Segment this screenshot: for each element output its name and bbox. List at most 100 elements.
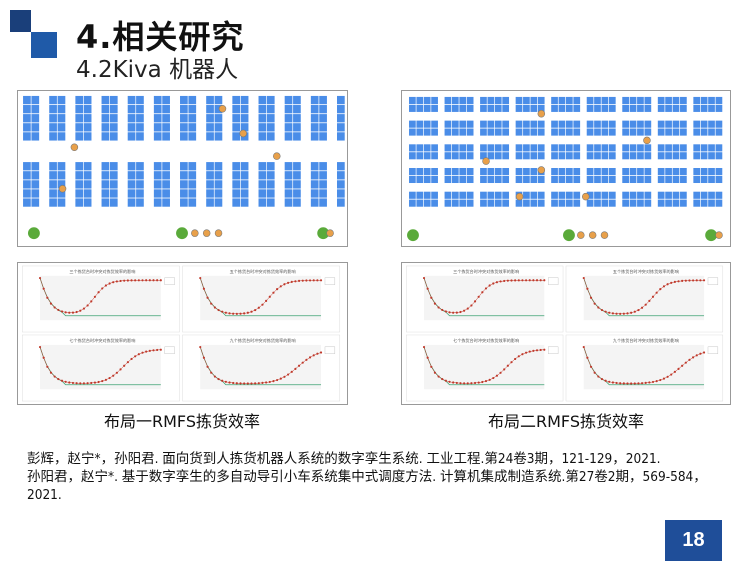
rack-cell [715, 168, 723, 176]
rack-cell [551, 128, 558, 136]
rack-cell [594, 175, 601, 184]
rack-cell [680, 144, 687, 152]
rack-cell [459, 152, 467, 160]
rack-cell [693, 199, 701, 207]
rack-cell [566, 128, 573, 136]
rack-cell [537, 152, 545, 160]
rack-cell [23, 95, 31, 105]
rack-cell [608, 152, 616, 160]
red-series-point [297, 364, 301, 367]
rack-cell [423, 120, 431, 128]
red-series-point [452, 311, 455, 314]
rack-cell [558, 144, 566, 152]
red-series-point [75, 382, 78, 385]
rack-cell [494, 120, 502, 128]
red-series-point [202, 356, 205, 359]
rack-cell [101, 162, 110, 171]
chart-title: 九个拣货台时冲突对拣货效率的影响 [613, 337, 679, 343]
red-series-point [681, 279, 684, 282]
rack-cell [657, 144, 665, 152]
red-series-point [221, 379, 224, 382]
rack-cell [444, 96, 452, 105]
rack-cell [594, 191, 601, 199]
rack-cell [258, 171, 267, 180]
rack-cell [515, 152, 523, 160]
rack-cell [232, 162, 241, 171]
red-series-point [123, 279, 126, 282]
rack-cell [480, 191, 487, 199]
robot-icon [273, 152, 281, 160]
rack-cell [23, 132, 31, 141]
red-series-point [312, 279, 315, 282]
rack-cell [310, 123, 319, 132]
rack-cell [480, 168, 487, 176]
rack-cell [57, 189, 66, 198]
rack-cell [337, 105, 345, 114]
rack-cell [657, 128, 665, 136]
red-series-point [90, 381, 93, 385]
red-series-point [532, 279, 535, 282]
rack-cell [431, 152, 438, 160]
rack-cell [451, 175, 459, 184]
rack-cell [101, 95, 110, 105]
red-series-point [543, 279, 546, 282]
rack-cell [657, 175, 665, 184]
rack-cell [444, 128, 452, 136]
chart-legend [164, 346, 175, 354]
rack-cell [693, 191, 701, 199]
rack-cell [416, 168, 424, 176]
rack-cell [310, 198, 319, 207]
rack-cell [502, 120, 510, 128]
rack-cell [162, 180, 170, 189]
rack-cell [293, 180, 301, 189]
rack-cell [601, 152, 609, 160]
rack-cell [487, 168, 495, 176]
rack-cell [240, 123, 249, 132]
rack-cell [162, 123, 170, 132]
rack-cell [551, 168, 558, 176]
workstation-icon [705, 229, 718, 242]
red-series-point [510, 279, 513, 282]
red-series-point [232, 381, 235, 385]
chart-legend [548, 277, 559, 285]
red-series-point [600, 308, 604, 312]
rack-cell [530, 152, 538, 160]
rack-cell [466, 128, 474, 136]
rack-cell [319, 95, 327, 105]
rack-cell [258, 95, 267, 105]
red-series-point [82, 307, 86, 310]
rack-cell [530, 191, 538, 199]
rack-cell [162, 198, 170, 207]
rack-cell [188, 162, 197, 171]
rack-cell [109, 189, 118, 198]
robot-icon [58, 184, 67, 193]
red-series-point [466, 307, 469, 310]
rack-cell [665, 120, 672, 128]
red-series-point [448, 311, 451, 314]
rack-cell [109, 180, 118, 189]
rack-cell [665, 199, 672, 207]
rack-cell [127, 198, 136, 207]
red-series-point [268, 380, 271, 383]
red-series-point [702, 279, 706, 282]
rack-cell [162, 132, 170, 141]
red-series-point [484, 380, 488, 383]
rack-cell [586, 128, 594, 136]
rack-cell [206, 123, 214, 132]
chart-title: 七个拣货台时冲突对拣货效率的影响 [453, 337, 519, 343]
rack-cell [515, 120, 523, 128]
rack-cell [715, 199, 723, 207]
rack-cell [284, 95, 293, 105]
red-series-point [38, 345, 42, 349]
rack-cell [206, 198, 214, 207]
rack-cell [293, 132, 301, 141]
rack-cell [494, 191, 502, 199]
rack-cell [672, 152, 680, 160]
plot-area [583, 344, 705, 390]
red-series-point [622, 312, 625, 315]
rack-cell [75, 198, 84, 207]
rack-cell [206, 105, 214, 114]
red-series-point [539, 348, 542, 352]
red-series-point [651, 295, 655, 298]
rack-cell [188, 171, 197, 180]
